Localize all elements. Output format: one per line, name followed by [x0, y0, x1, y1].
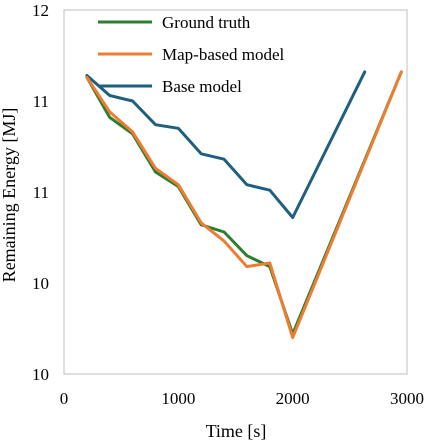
legend-label-ground-truth: Ground truth: [162, 13, 251, 32]
legend-label-base-model: Base model: [162, 77, 242, 96]
x-axis-title: Time [s]: [206, 421, 267, 441]
series-line-map-based-model: [85, 70, 403, 340]
y-tick-label: 12: [32, 1, 49, 20]
y-tick-label: 10: [32, 274, 49, 293]
y-tick-label: 10: [32, 365, 49, 384]
y-tick-label: 11: [33, 92, 49, 111]
y-axis-title: Remaining Energy [MJ]: [0, 108, 19, 283]
x-tick-label: 3000: [390, 389, 424, 408]
series-line-ground-truth: [85, 70, 403, 336]
series-line-base-model: [85, 70, 367, 219]
y-tick-label: 11: [33, 183, 49, 202]
legend-label-map-based-model: Map-based model: [162, 45, 285, 64]
x-tick-label: 2000: [276, 389, 310, 408]
plot-area-frame: [63, 9, 408, 375]
x-tick-label: 0: [60, 389, 69, 408]
x-tick-label: 1000: [161, 389, 195, 408]
